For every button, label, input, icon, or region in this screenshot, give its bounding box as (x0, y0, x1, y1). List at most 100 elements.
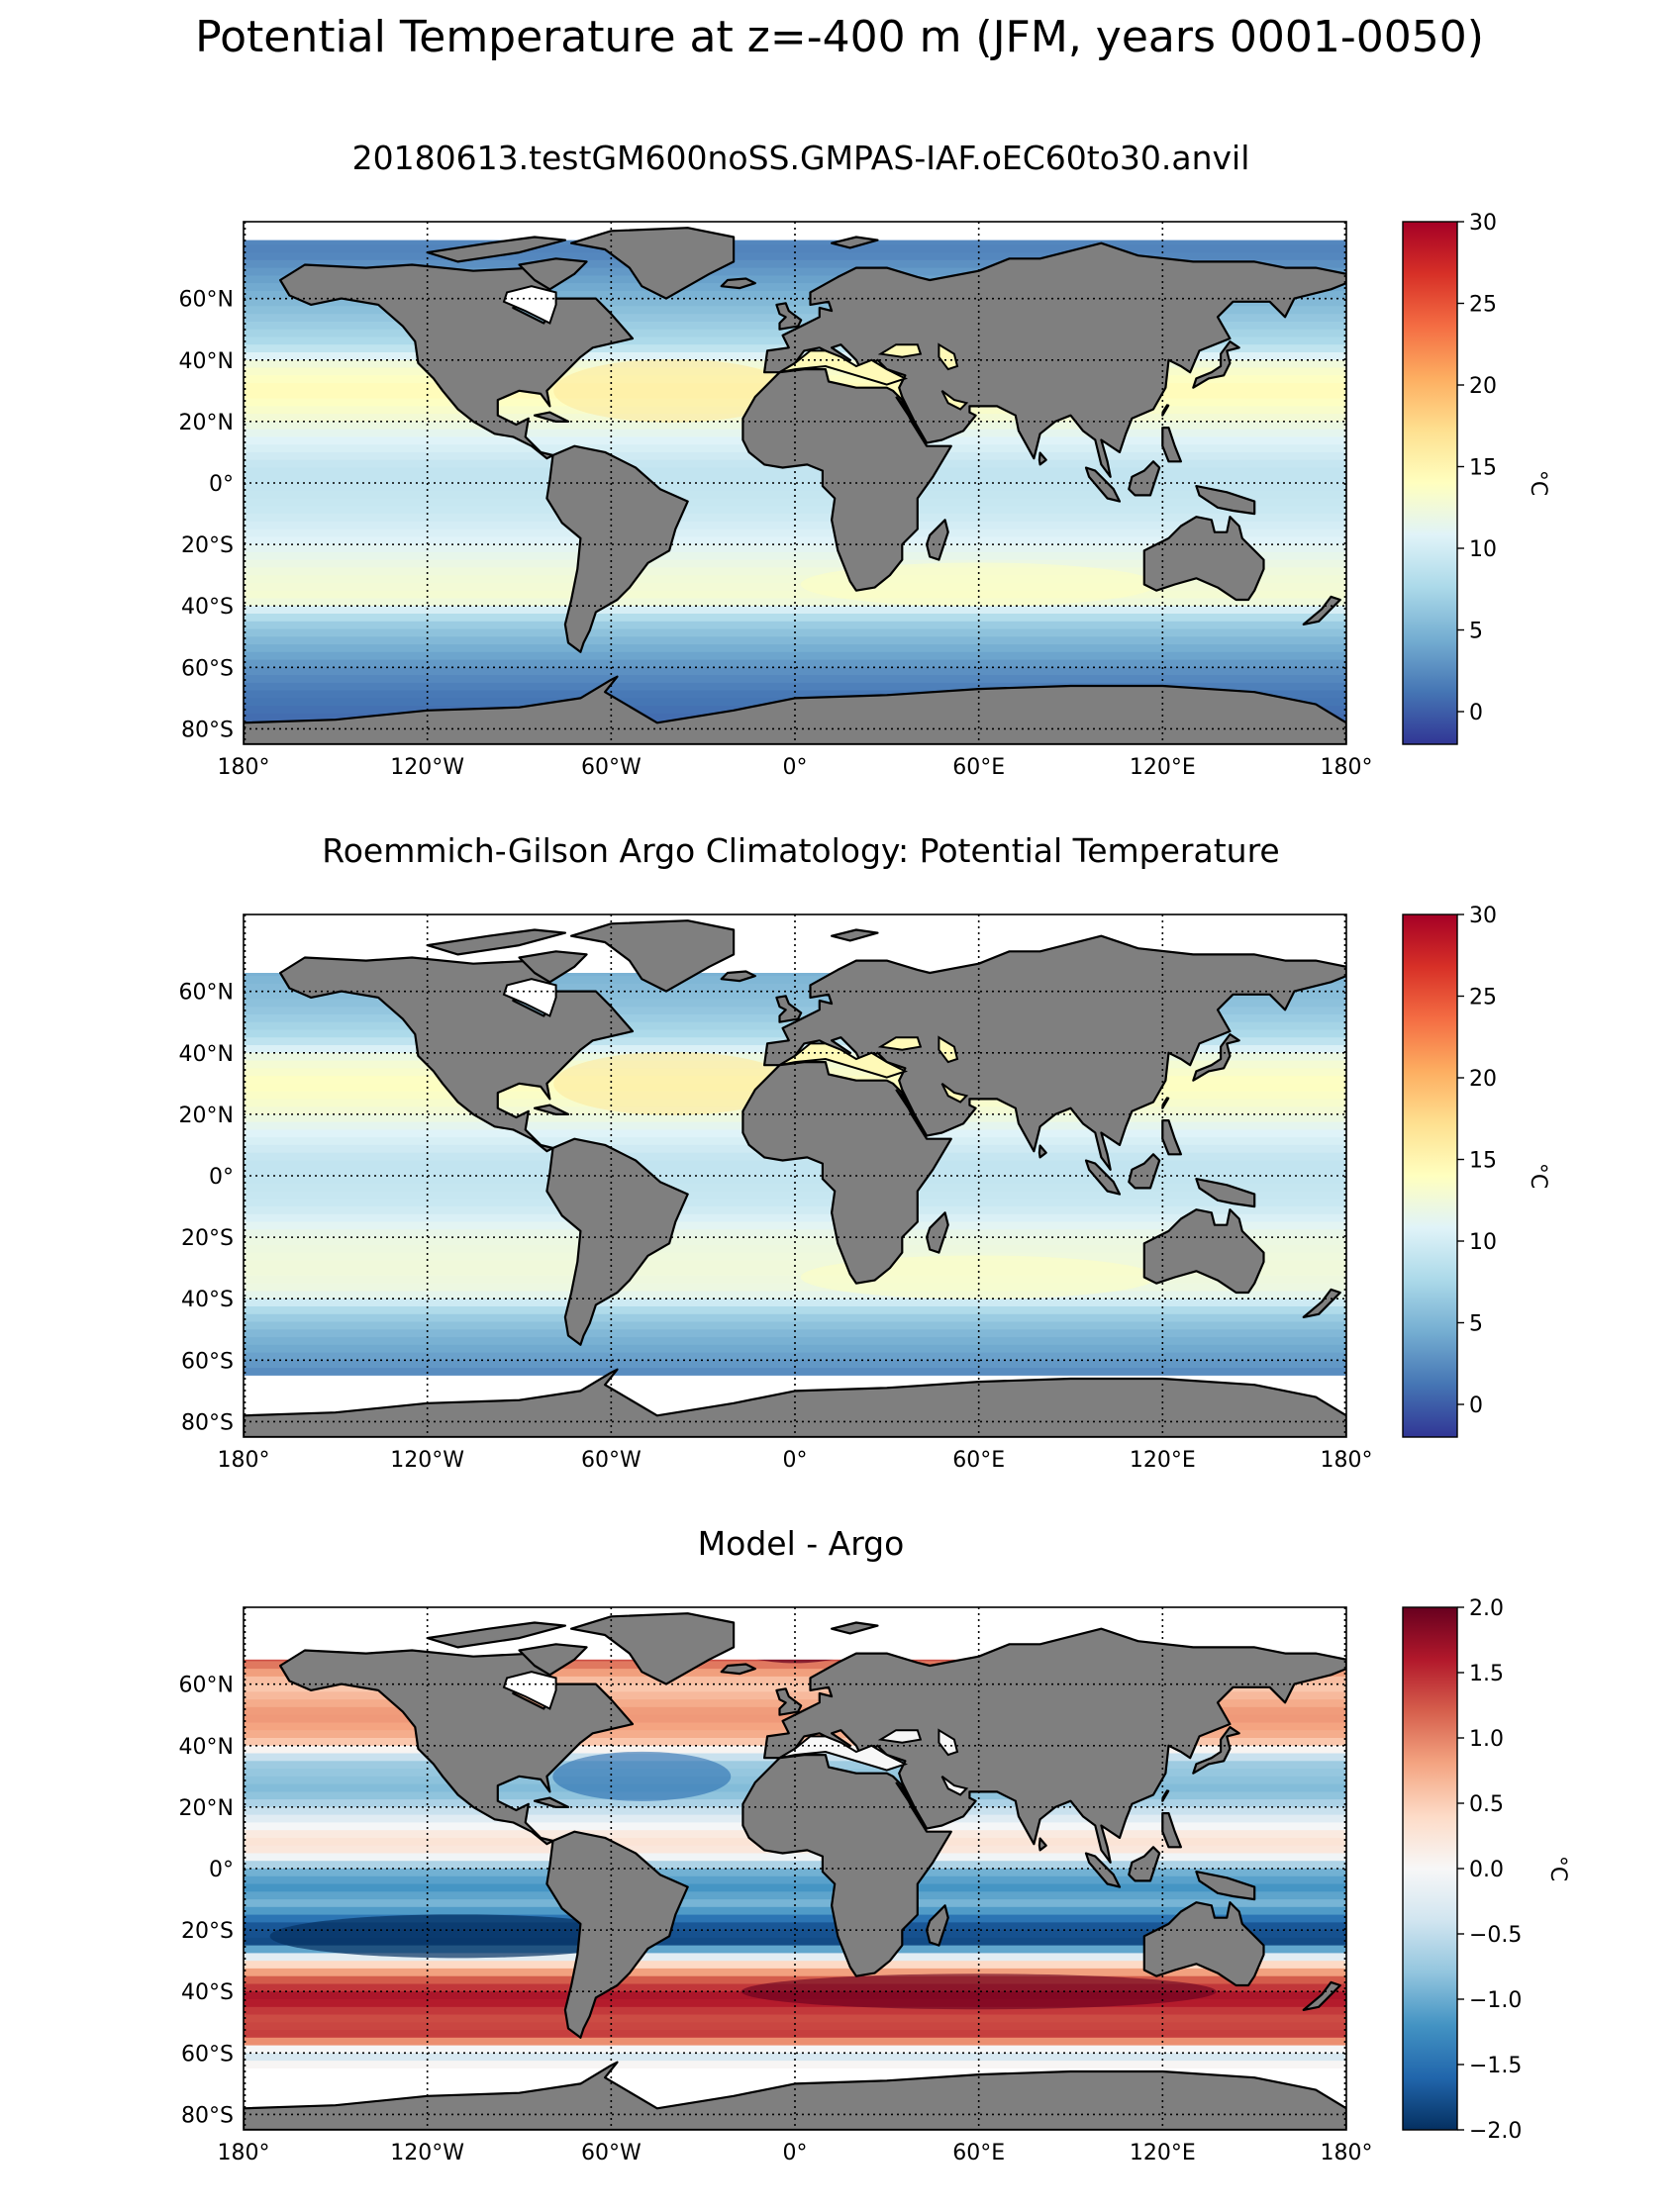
x-tick-label: 60°E (952, 2141, 1005, 2165)
field-band (244, 1206, 1346, 1215)
field-band (244, 567, 1346, 576)
field-band (244, 475, 1346, 484)
land-svalbard (830, 236, 879, 249)
field-band (244, 1352, 1346, 1361)
field-band (244, 2030, 1346, 2039)
land-philippines (1161, 1118, 1183, 1156)
x-tick-label: 120°E (1130, 1448, 1196, 1473)
field-band (244, 1221, 1346, 1230)
land-south-america (545, 444, 689, 653)
field-band (244, 2053, 1346, 2062)
y-tick-label: 20°N (179, 1104, 234, 1128)
southern-ocean-warm-anomaly (741, 1973, 1217, 2010)
y-tick-label: 60°S (181, 2042, 234, 2067)
field-band (244, 682, 1346, 692)
field-band (244, 1229, 1346, 1238)
field-band (244, 559, 1346, 568)
colorbar-tick-label: 15 (1469, 1149, 1497, 1174)
y-tick-label: 60°N (179, 1674, 234, 1698)
field-band (244, 1360, 1346, 1369)
colorbar-gradient (1402, 221, 1458, 745)
field-band (244, 1337, 1346, 1346)
land-cuba (533, 1796, 570, 1809)
land-eurasia (762, 934, 1346, 1171)
inland-water-red-sea (895, 1089, 928, 1140)
land-sumatra (1084, 466, 1122, 503)
figure-title: Potential Temperature at z=-400 m (JFM, … (195, 12, 1484, 62)
field-band (244, 1683, 1346, 1692)
x-tick-label: 120°W (390, 2141, 464, 2165)
field-band (244, 1183, 1346, 1193)
colorbar-gradient (1402, 914, 1458, 1438)
panel-title-difference: Model - Argo (697, 1524, 905, 1563)
land-eurasia (762, 241, 1346, 478)
field-band (244, 1945, 1346, 1954)
y-tick-label: 60°N (179, 288, 234, 313)
field-band (244, 551, 1346, 561)
colorbar-tick-label: 0.5 (1469, 1792, 1504, 1817)
x-tick-label: 180° (218, 755, 270, 780)
x-tick-label: 120°W (390, 755, 464, 780)
field-band (244, 1252, 1346, 1261)
y-tick-label: 40°S (181, 1288, 234, 1312)
inland-water-mediterranean-sea (778, 349, 909, 386)
y-tick-label: 60°S (181, 656, 234, 681)
field-band (244, 1176, 1346, 1185)
map-frame (243, 1606, 1347, 2131)
inland-water-caspian-sea (938, 1035, 959, 1064)
field-band (244, 1937, 1346, 1947)
field-band (244, 636, 1346, 645)
field-band (244, 275, 1346, 284)
y-tick-label: 20°N (179, 1796, 234, 1821)
colorbar-tick-label: 0.0 (1469, 1858, 1504, 1882)
field-band (244, 306, 1346, 315)
inland-water-red-sea (895, 1781, 928, 1833)
field-band (244, 298, 1346, 307)
x-tick-label: 180° (1321, 1448, 1373, 1473)
colorbar-label: °C (1526, 470, 1550, 496)
field-band (244, 267, 1346, 276)
land-arctic-archipelago (426, 928, 567, 956)
colorbar-tick-label: 25 (1469, 986, 1497, 1010)
colorbar-tick-label: 30 (1469, 904, 1497, 928)
x-tick-label: 120°E (1130, 755, 1196, 780)
x-tick-label: 60°W (581, 2141, 642, 2165)
field-band (244, 514, 1346, 523)
land-philippines (1161, 427, 1183, 463)
field-band (244, 1298, 1346, 1307)
land-new-zealand (1302, 1980, 1341, 2012)
field-band (244, 614, 1346, 623)
colorbar-tick-label: 1.5 (1469, 1662, 1504, 1686)
colorbar-tick-label: 20 (1469, 374, 1497, 399)
field-band (244, 667, 1346, 676)
x-tick-label: 60°E (952, 755, 1005, 780)
land-svalbard (830, 1621, 879, 1635)
x-tick-label: 60°W (581, 755, 642, 780)
field-band (244, 1329, 1346, 1338)
y-tick-label: 40°S (181, 595, 234, 620)
colorbar-tick-label: 0 (1469, 1394, 1483, 1418)
field-band (244, 1676, 1346, 1685)
colorbar-tick-label: 30 (1469, 211, 1497, 236)
land-sumatra (1084, 1852, 1122, 1888)
south-pacific-cold-anomaly (269, 1914, 646, 1959)
inland-water-caspian-sea (938, 342, 959, 371)
inland-water-mediterranean-sea (778, 1735, 909, 1772)
field-band (244, 590, 1346, 600)
field-band (244, 1953, 1346, 1962)
y-tick-label: 40°N (179, 1735, 234, 1760)
inland-water-persian-gulf (940, 1776, 969, 1796)
colorbar-tick-label: 5 (1469, 620, 1483, 644)
colorbar-3: 2.0 1.5 1.0 0.5 0.0 −0.5 −1.0 −1.5 −2.0 °C (1402, 1596, 1570, 2144)
land-cuba (533, 411, 570, 423)
field-band (244, 1899, 1346, 1908)
field-band (244, 1914, 1346, 1923)
land-japan (1192, 1725, 1240, 1775)
atlantic-warm-anomaly (553, 358, 792, 423)
field-band (244, 1875, 1346, 1885)
x-tick-label: 0° (783, 755, 808, 780)
inland-water-mediterranean-sea (778, 1042, 909, 1079)
field-band (244, 582, 1346, 592)
x-tick-label: 180° (218, 2141, 270, 2165)
colorbar-label: °C (1545, 1856, 1570, 1881)
